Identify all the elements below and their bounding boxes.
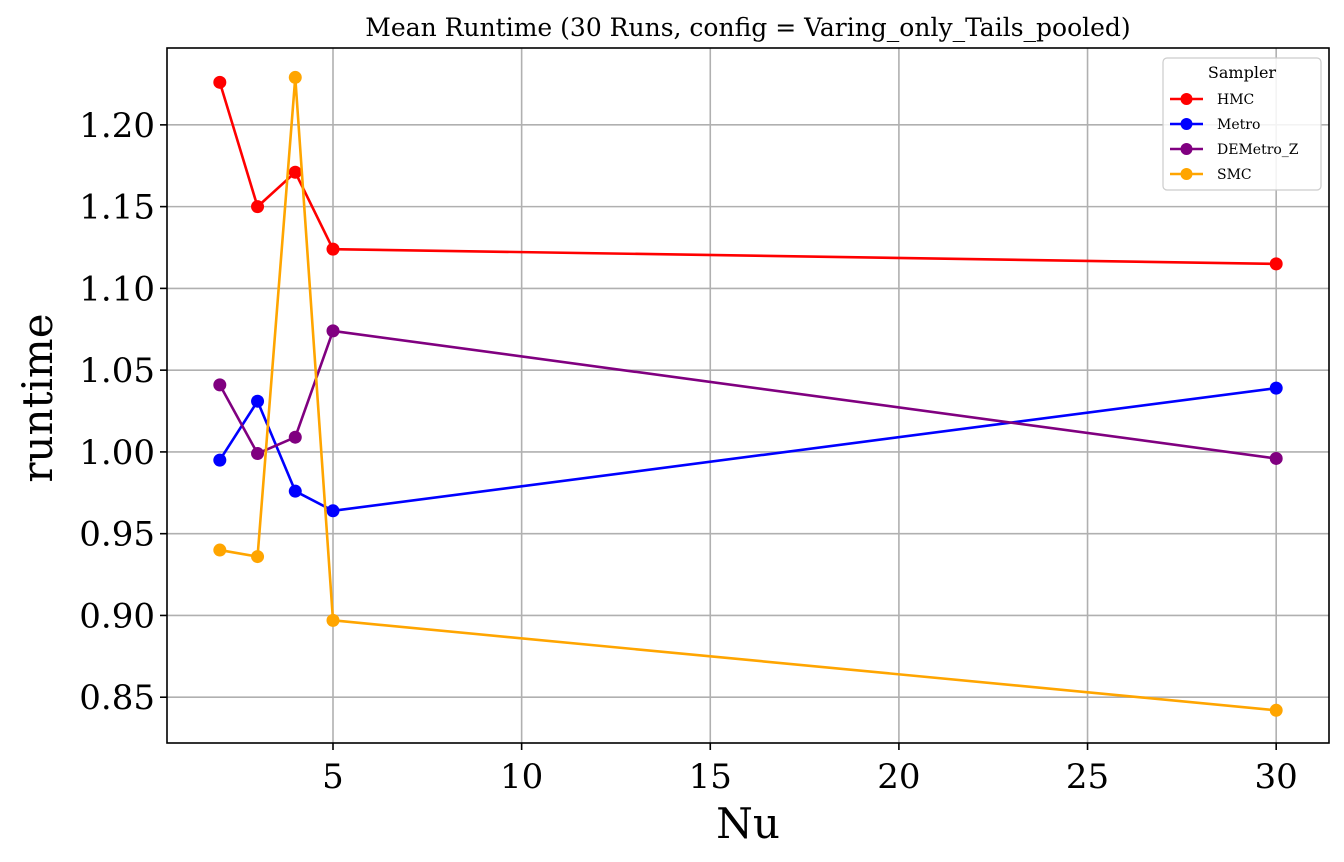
series-line-metro	[218, 386, 1277, 513]
x-tick-label-5: 30	[1255, 757, 1298, 797]
grid-lines	[167, 48, 1329, 743]
data-point-demetro-z-2	[288, 430, 302, 444]
legend-marker-smc	[1180, 168, 1193, 180]
data-point-hmc-0	[213, 75, 227, 89]
data-point-demetro-z-0	[213, 378, 227, 392]
y-tick-label-1: 0.90	[79, 596, 155, 636]
plot-frame	[166, 47, 1330, 744]
x-tick-label-4: 25	[1066, 757, 1109, 797]
data-point-metro-4	[1269, 381, 1283, 395]
series-smc	[213, 70, 1283, 717]
legend-title: Sampler	[1208, 63, 1277, 82]
data-point-metro-3	[326, 504, 340, 518]
data-point-hmc-2	[288, 165, 302, 179]
legend-label-demetro-z: DEMetro_Z	[1217, 142, 1299, 158]
series-layer	[213, 70, 1283, 717]
legend-label-smc: SMC	[1217, 167, 1252, 183]
x-tick-label-0: 5	[322, 757, 344, 797]
series-line-demetro-z	[218, 329, 1277, 460]
data-point-smc-0	[213, 543, 227, 557]
series-line-hmc	[218, 81, 1277, 266]
y-tick-label-4: 1.05	[79, 351, 155, 391]
data-point-smc-1	[251, 550, 265, 564]
data-point-hmc-3	[326, 242, 340, 256]
data-point-smc-2	[288, 70, 302, 84]
data-point-metro-0	[213, 453, 227, 467]
y-tick-label-5: 1.10	[79, 269, 155, 309]
data-point-smc-4	[1269, 703, 1283, 717]
x-axis-label: Nu	[716, 799, 780, 848]
y-tick-label-6: 1.15	[79, 188, 155, 228]
legend-item-smc: SMC	[1170, 167, 1252, 183]
series-demetro-z	[213, 324, 1283, 465]
x-tick-label-2: 15	[689, 757, 732, 797]
y-tick-label-0: 0.85	[79, 678, 155, 718]
data-point-hmc-1	[251, 200, 265, 214]
legend-item-hmc: HMC	[1170, 92, 1254, 108]
legend-label-metro: Metro	[1217, 117, 1260, 133]
series-hmc	[213, 75, 1283, 271]
y-tick-label-2: 0.95	[79, 515, 155, 555]
legend-marker-demetro-z	[1180, 143, 1193, 155]
y-tick-label-7: 1.20	[79, 106, 155, 146]
data-point-metro-1	[251, 394, 265, 408]
legend-marker-metro	[1180, 118, 1193, 130]
data-point-metro-2	[288, 484, 302, 498]
chart-title: Mean Runtime (30 Runs, config = Varing_o…	[365, 13, 1130, 42]
series-metro	[213, 381, 1283, 518]
x-tick-label-3: 20	[877, 757, 920, 797]
legend: Sampler HMC Metro DEMetro_Z SMC	[1162, 57, 1322, 191]
legend-item-metro: Metro	[1170, 117, 1260, 133]
legend-label-hmc: HMC	[1217, 92, 1254, 108]
axis-ticks: 5 10 15 20 25 30 0.85 0.90 0.95 1.00 1.05 1.10 1.15 1…	[79, 106, 1298, 797]
data-point-demetro-z-1	[251, 447, 265, 461]
data-point-demetro-z-3	[326, 324, 340, 338]
x-tick-label-1: 10	[500, 757, 543, 797]
data-point-demetro-z-4	[1269, 451, 1283, 465]
legend-item-demetro-z: DEMetro_Z	[1170, 142, 1299, 158]
y-tick-label-3: 1.00	[79, 433, 155, 473]
legend-marker-hmc	[1180, 93, 1193, 105]
legend-box	[1162, 57, 1322, 191]
data-point-hmc-4	[1269, 257, 1283, 271]
y-axis-label: runtime	[13, 313, 62, 482]
data-point-smc-3	[326, 613, 340, 627]
